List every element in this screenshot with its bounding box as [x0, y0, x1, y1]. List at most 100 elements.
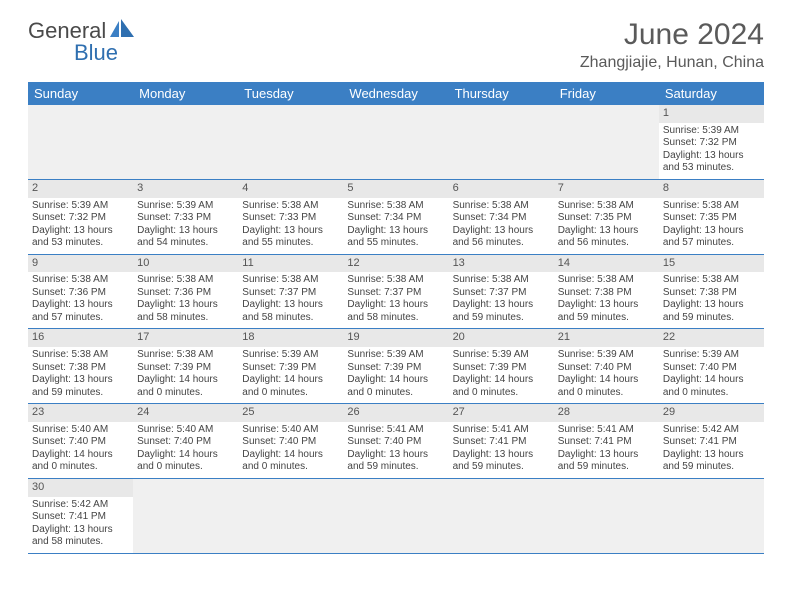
sunset-text: Sunset: 7:32 PM	[32, 212, 129, 225]
daylight-text: Daylight: 14 hours and 0 minutes.	[242, 449, 339, 474]
calendar-body: 1Sunrise: 5:39 AMSunset: 7:32 PMDaylight…	[28, 105, 764, 553]
sunrise-text: Sunrise: 5:40 AM	[137, 424, 234, 437]
calendar-cell: 25Sunrise: 5:40 AMSunset: 7:40 PMDayligh…	[238, 404, 343, 479]
calendar-cell: 22Sunrise: 5:39 AMSunset: 7:40 PMDayligh…	[659, 329, 764, 404]
calendar-cell: 30Sunrise: 5:42 AMSunset: 7:41 PMDayligh…	[28, 478, 133, 553]
calendar-cell: 19Sunrise: 5:39 AMSunset: 7:39 PMDayligh…	[343, 329, 448, 404]
sunset-text: Sunset: 7:39 PM	[453, 362, 550, 375]
sunrise-text: Sunrise: 5:39 AM	[242, 349, 339, 362]
sunset-text: Sunset: 7:39 PM	[242, 362, 339, 375]
daylight-text: Daylight: 13 hours and 57 minutes.	[32, 299, 129, 324]
day-number: 24	[133, 404, 238, 422]
daylight-text: Daylight: 13 hours and 56 minutes.	[558, 225, 655, 250]
calendar-cell: 17Sunrise: 5:38 AMSunset: 7:39 PMDayligh…	[133, 329, 238, 404]
calendar-cell-empty	[449, 105, 554, 179]
sunset-text: Sunset: 7:36 PM	[32, 287, 129, 300]
calendar-cell-empty	[554, 105, 659, 179]
sunset-text: Sunset: 7:41 PM	[558, 436, 655, 449]
daylight-text: Daylight: 13 hours and 56 minutes.	[453, 225, 550, 250]
page-header: General June 2024 Zhangjiajie, Hunan, Ch…	[28, 18, 764, 72]
calendar-cell-empty	[28, 105, 133, 179]
sunset-text: Sunset: 7:41 PM	[32, 511, 129, 524]
calendar-cell: 23Sunrise: 5:40 AMSunset: 7:40 PMDayligh…	[28, 404, 133, 479]
sunset-text: Sunset: 7:41 PM	[453, 436, 550, 449]
sunset-text: Sunset: 7:37 PM	[453, 287, 550, 300]
daylight-text: Daylight: 13 hours and 53 minutes.	[32, 225, 129, 250]
day-number: 18	[238, 329, 343, 347]
sunrise-text: Sunrise: 5:38 AM	[558, 200, 655, 213]
sunrise-text: Sunrise: 5:38 AM	[32, 349, 129, 362]
calendar-table: SundayMondayTuesdayWednesdayThursdayFrid…	[28, 82, 764, 554]
day-number: 17	[133, 329, 238, 347]
sunrise-text: Sunrise: 5:38 AM	[663, 274, 760, 287]
sunset-text: Sunset: 7:40 PM	[242, 436, 339, 449]
day-number: 28	[554, 404, 659, 422]
calendar-cell: 3Sunrise: 5:39 AMSunset: 7:33 PMDaylight…	[133, 179, 238, 254]
sunset-text: Sunset: 7:34 PM	[347, 212, 444, 225]
sunrise-text: Sunrise: 5:41 AM	[558, 424, 655, 437]
day-number: 13	[449, 255, 554, 273]
calendar-cell-empty	[133, 105, 238, 179]
day-number: 23	[28, 404, 133, 422]
calendar-cell: 1Sunrise: 5:39 AMSunset: 7:32 PMDaylight…	[659, 105, 764, 179]
calendar-cell: 15Sunrise: 5:38 AMSunset: 7:38 PMDayligh…	[659, 254, 764, 329]
calendar-cell: 29Sunrise: 5:42 AMSunset: 7:41 PMDayligh…	[659, 404, 764, 479]
sunrise-text: Sunrise: 5:38 AM	[558, 274, 655, 287]
sunrise-text: Sunrise: 5:42 AM	[32, 499, 129, 512]
daylight-text: Daylight: 13 hours and 59 minutes.	[347, 449, 444, 474]
calendar-cell-empty	[554, 478, 659, 553]
day-number: 29	[659, 404, 764, 422]
day-header: Sunday	[28, 82, 133, 105]
calendar-cell: 26Sunrise: 5:41 AMSunset: 7:40 PMDayligh…	[343, 404, 448, 479]
calendar-cell: 16Sunrise: 5:38 AMSunset: 7:38 PMDayligh…	[28, 329, 133, 404]
sunrise-text: Sunrise: 5:38 AM	[242, 200, 339, 213]
daylight-text: Daylight: 13 hours and 58 minutes.	[242, 299, 339, 324]
daylight-text: Daylight: 14 hours and 0 minutes.	[137, 374, 234, 399]
daylight-text: Daylight: 13 hours and 59 minutes.	[663, 299, 760, 324]
sunrise-text: Sunrise: 5:39 AM	[663, 125, 760, 138]
day-number: 14	[554, 255, 659, 273]
sunrise-text: Sunrise: 5:39 AM	[558, 349, 655, 362]
sunrise-text: Sunrise: 5:38 AM	[137, 274, 234, 287]
sunrise-text: Sunrise: 5:38 AM	[242, 274, 339, 287]
sunrise-text: Sunrise: 5:41 AM	[347, 424, 444, 437]
sunset-text: Sunset: 7:38 PM	[32, 362, 129, 375]
day-number: 3	[133, 180, 238, 198]
day-number: 11	[238, 255, 343, 273]
sunrise-text: Sunrise: 5:39 AM	[32, 200, 129, 213]
sunrise-text: Sunrise: 5:41 AM	[453, 424, 550, 437]
calendar-cell: 27Sunrise: 5:41 AMSunset: 7:41 PMDayligh…	[449, 404, 554, 479]
day-number: 10	[133, 255, 238, 273]
calendar-cell-empty	[343, 105, 448, 179]
sunset-text: Sunset: 7:32 PM	[663, 137, 760, 150]
day-number: 15	[659, 255, 764, 273]
sunset-text: Sunset: 7:40 PM	[347, 436, 444, 449]
calendar-cell: 11Sunrise: 5:38 AMSunset: 7:37 PMDayligh…	[238, 254, 343, 329]
day-number: 27	[449, 404, 554, 422]
calendar-row: 9Sunrise: 5:38 AMSunset: 7:36 PMDaylight…	[28, 254, 764, 329]
sunset-text: Sunset: 7:39 PM	[137, 362, 234, 375]
calendar-cell-empty	[343, 478, 448, 553]
calendar-cell-empty	[238, 105, 343, 179]
calendar-cell: 4Sunrise: 5:38 AMSunset: 7:33 PMDaylight…	[238, 179, 343, 254]
sunset-text: Sunset: 7:40 PM	[558, 362, 655, 375]
sunrise-text: Sunrise: 5:40 AM	[32, 424, 129, 437]
daylight-text: Daylight: 13 hours and 55 minutes.	[242, 225, 339, 250]
daylight-text: Daylight: 14 hours and 0 minutes.	[242, 374, 339, 399]
daylight-text: Daylight: 13 hours and 59 minutes.	[453, 299, 550, 324]
sunrise-text: Sunrise: 5:38 AM	[453, 274, 550, 287]
calendar-cell: 24Sunrise: 5:40 AMSunset: 7:40 PMDayligh…	[133, 404, 238, 479]
day-number: 8	[659, 180, 764, 198]
daylight-text: Daylight: 13 hours and 58 minutes.	[137, 299, 234, 324]
sunset-text: Sunset: 7:41 PM	[663, 436, 760, 449]
daylight-text: Daylight: 14 hours and 0 minutes.	[347, 374, 444, 399]
daylight-text: Daylight: 13 hours and 59 minutes.	[558, 299, 655, 324]
calendar-cell: 21Sunrise: 5:39 AMSunset: 7:40 PMDayligh…	[554, 329, 659, 404]
calendar-cell-empty	[659, 478, 764, 553]
calendar-cell: 6Sunrise: 5:38 AMSunset: 7:34 PMDaylight…	[449, 179, 554, 254]
daylight-text: Daylight: 14 hours and 0 minutes.	[663, 374, 760, 399]
sunrise-text: Sunrise: 5:38 AM	[347, 200, 444, 213]
sunset-text: Sunset: 7:40 PM	[32, 436, 129, 449]
sunset-text: Sunset: 7:33 PM	[137, 212, 234, 225]
month-title: June 2024	[580, 18, 764, 52]
